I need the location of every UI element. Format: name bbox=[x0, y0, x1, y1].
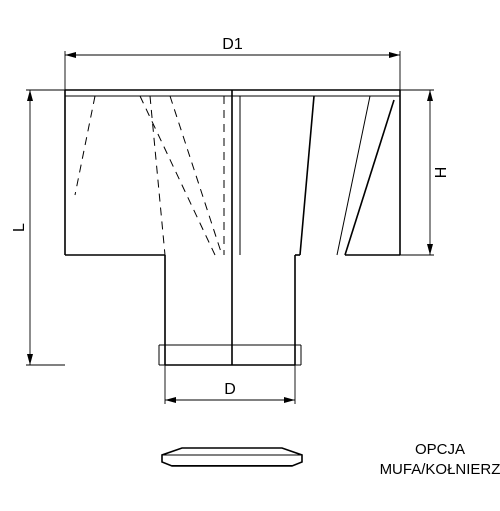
flange-option bbox=[162, 448, 302, 466]
technical-drawing: D1 D L H OPCJA MUFA/KOŁNIERZ bbox=[0, 0, 500, 511]
svg-text:D1: D1 bbox=[222, 36, 243, 53]
option-label-line2: MUFA/KOŁNIERZ bbox=[380, 461, 500, 478]
svg-text:L: L bbox=[11, 223, 28, 232]
svg-text:D: D bbox=[224, 381, 236, 398]
chimney-cap bbox=[65, 90, 400, 365]
option-label-line1: OPCJA bbox=[415, 441, 465, 458]
svg-text:H: H bbox=[433, 167, 450, 179]
